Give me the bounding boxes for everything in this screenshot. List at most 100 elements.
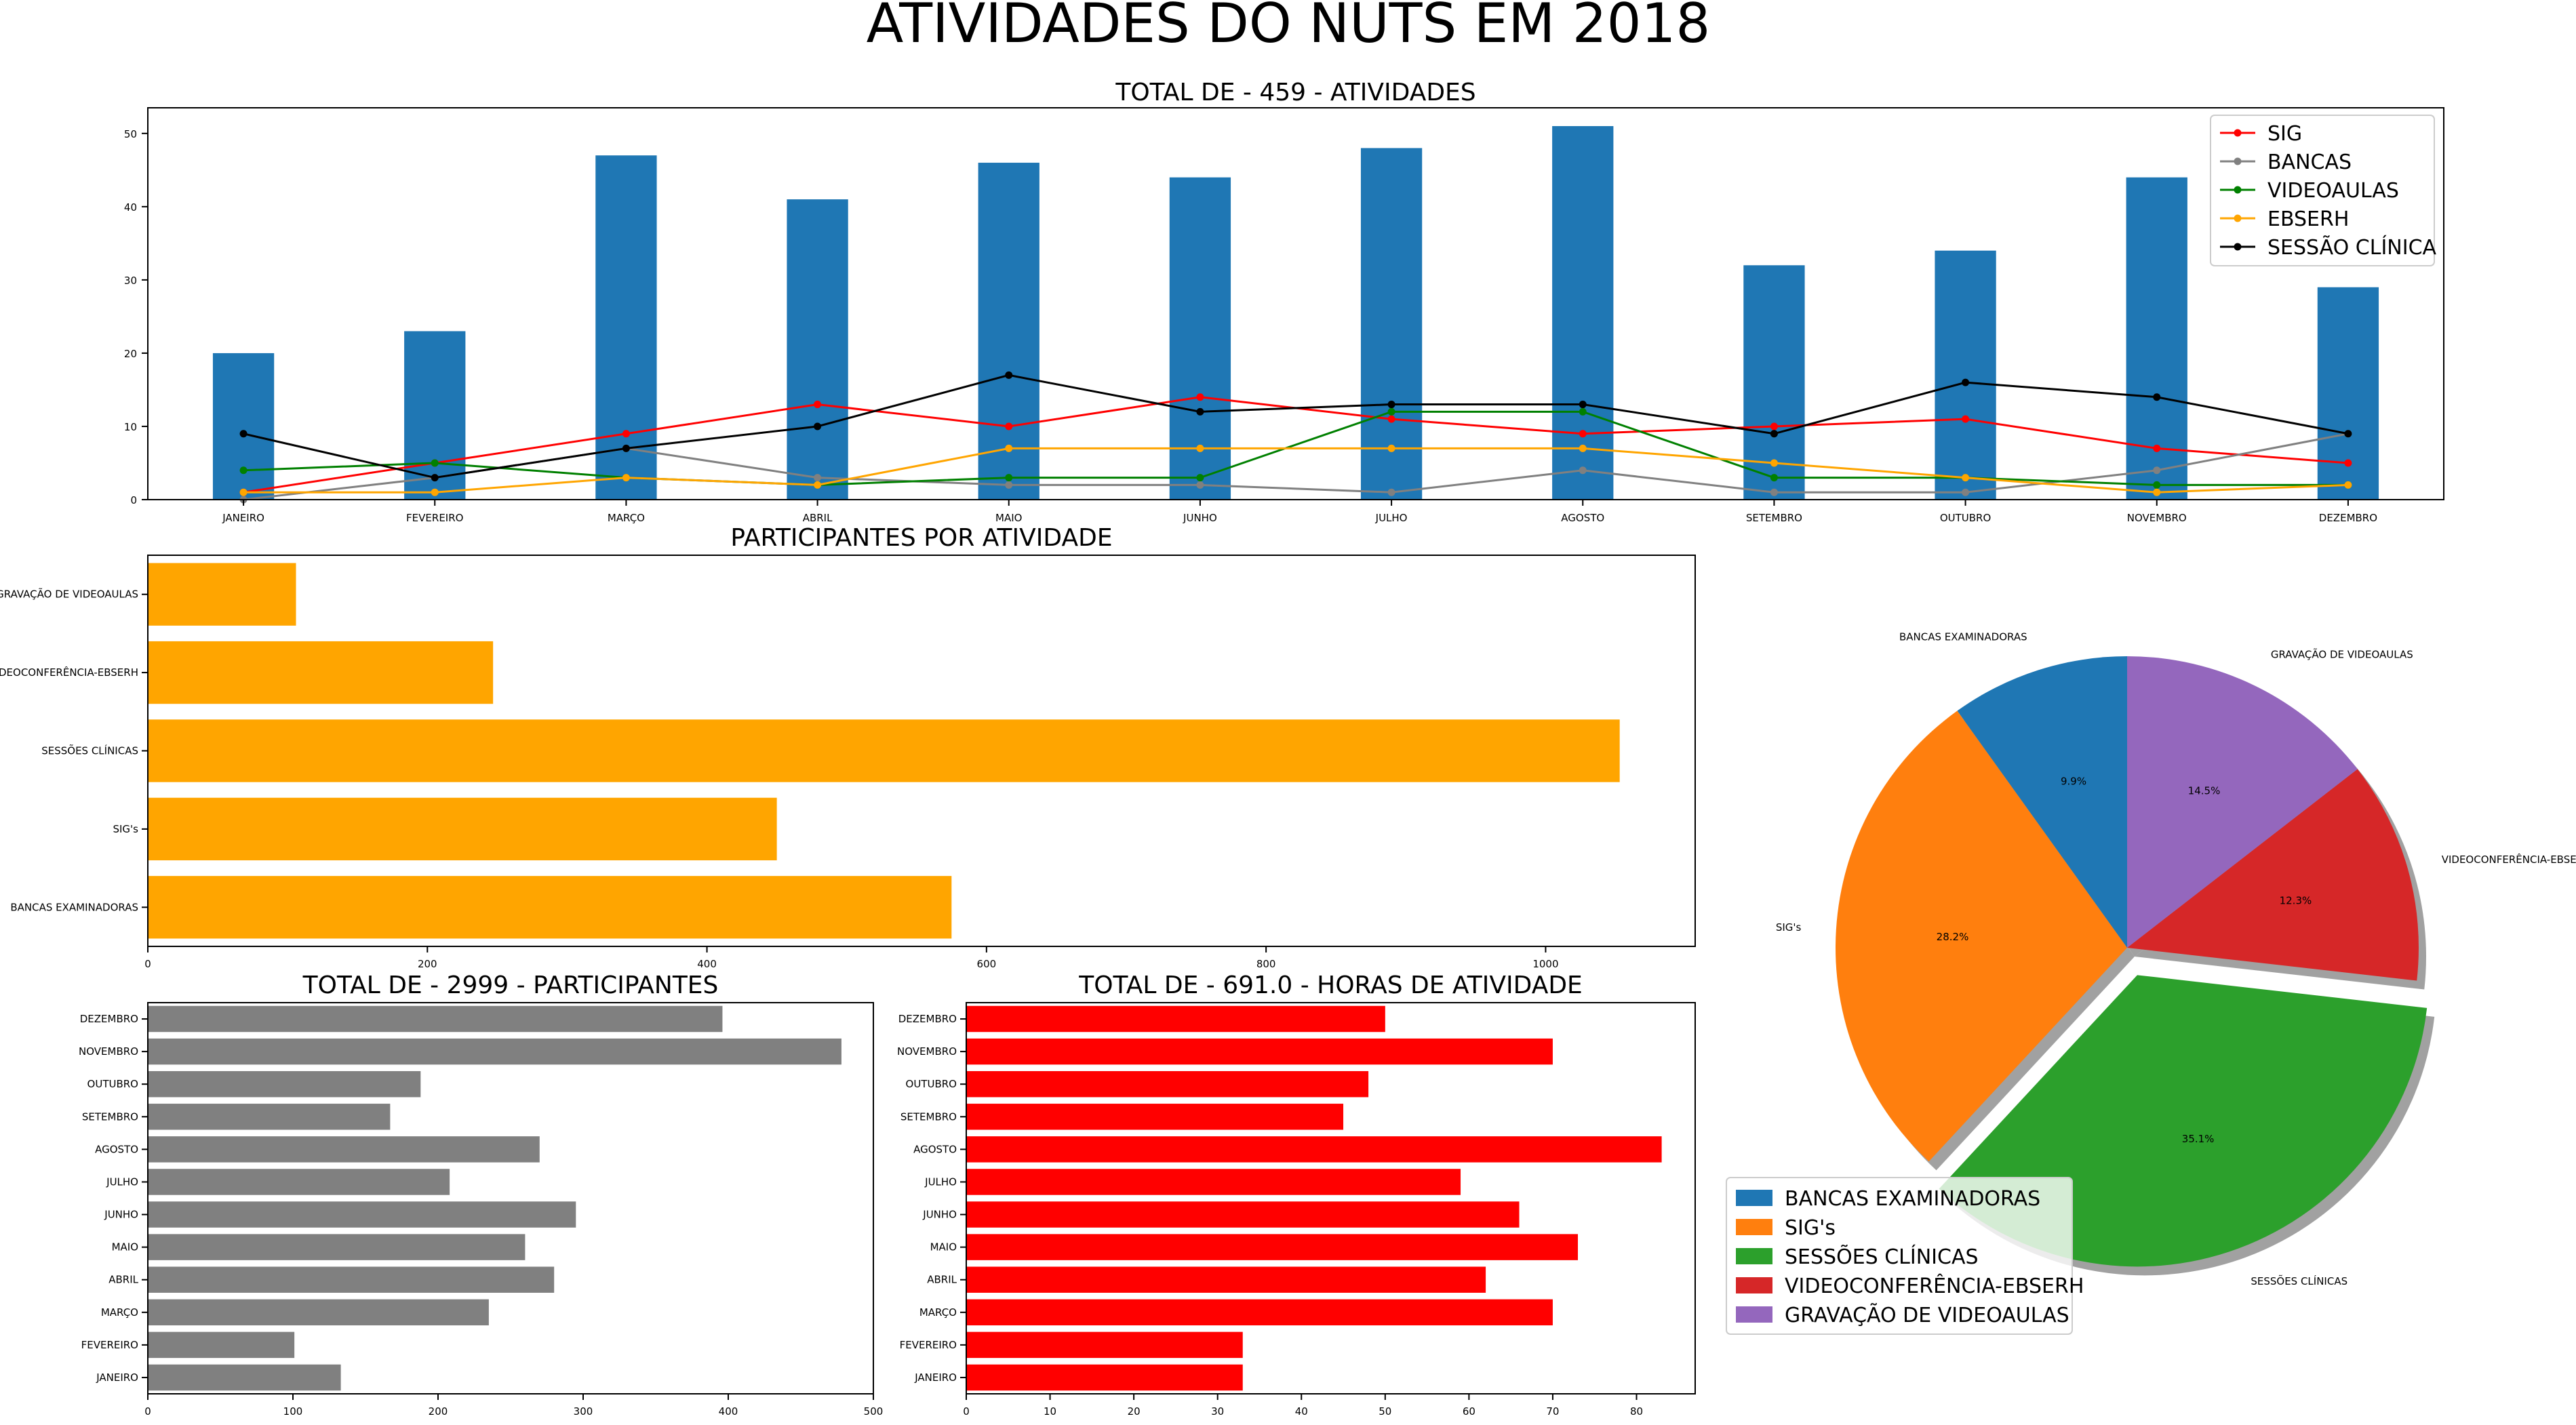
point-sessao-clinica-julho — [1387, 401, 1395, 409]
y-tick-label: JUNHO — [922, 1209, 957, 1221]
point-ebserh-janeiro — [239, 488, 247, 496]
y-tick-label: MARÇO — [919, 1306, 957, 1319]
x-tick-label: OUTUBRO — [1940, 512, 1991, 524]
x-tick-label: NOVEMBRO — [2127, 512, 2187, 524]
pie-label-sessoes-clinicas: SESSÕES CLÍNICAS — [2251, 1275, 2347, 1287]
point-sig-marco — [622, 430, 630, 438]
point-sessao-clinica-agosto — [1579, 401, 1587, 409]
bar-agosto — [1552, 126, 1614, 500]
x-tick-label: 0 — [963, 1405, 970, 1418]
point-ebserh-julho — [1387, 444, 1395, 452]
x-tick-label: 300 — [574, 1405, 593, 1418]
x-tick-label: ABRIL — [803, 512, 833, 524]
point-sessao-clinica-junho — [1196, 407, 1204, 416]
point-sessao-clinica-janeiro — [239, 430, 247, 438]
y-tick-label: NOVEMBRO — [897, 1045, 957, 1058]
bar-julho — [966, 1169, 1461, 1195]
bar-sig-s — [148, 797, 777, 861]
y-tick-label: ABRIL — [927, 1274, 957, 1286]
point-videoaulas-julho — [1387, 407, 1395, 416]
point-sessao-clinica-abril — [814, 422, 822, 430]
x-tick-label: 80 — [1630, 1405, 1643, 1418]
legend-marker-sig — [2234, 129, 2242, 137]
x-tick-label: JANEIRO — [222, 512, 264, 524]
point-sig-outubro — [1962, 415, 1970, 423]
point-ebserh-outubro — [1962, 474, 1970, 482]
bar-dezembro — [148, 1005, 723, 1032]
y-tick-label: BANCAS EXAMINADORAS — [10, 901, 138, 913]
point-bancas-abril — [814, 474, 822, 482]
x-tick-label: 40 — [1295, 1405, 1308, 1418]
point-bancas-novembro — [2153, 466, 2161, 475]
x-tick-label: JUNHO — [1183, 512, 1217, 524]
x-tick-label: 1000 — [1532, 958, 1558, 970]
legend-label-bancas-examinadoras: BANCAS EXAMINADORAS — [1785, 1187, 2040, 1211]
legend-marker-sessao-clinica — [2234, 243, 2242, 251]
point-sessao-clinica-dezembro — [2344, 430, 2352, 438]
bar-dezembro — [2317, 287, 2379, 500]
bar-julho — [1360, 148, 1423, 500]
y-tick-label: JANEIRO — [914, 1371, 957, 1384]
x-tick-label: 500 — [864, 1405, 884, 1418]
point-sessao-clinica-maio — [1005, 371, 1013, 379]
point-ebserh-novembro — [2153, 488, 2161, 496]
bar-janeiro — [966, 1364, 1243, 1391]
pie-pct-label-videoconferencia-ebserh: 12.3% — [2280, 894, 2312, 906]
point-sessao-clinica-novembro — [2153, 393, 2161, 401]
x-tick-label: 200 — [418, 958, 437, 970]
x-tick-label: 800 — [1256, 958, 1276, 970]
bar-setembro — [148, 1104, 391, 1130]
x-tick-label: JULHO — [1375, 512, 1408, 524]
legend-label-sessao-clinica: SESSÃO CLÍNICA — [2267, 235, 2437, 260]
bar-novembro — [148, 1038, 841, 1065]
legend-label-gravacao-de-videoaulas: GRAVAÇÃO DE VIDEOAULAS — [1785, 1303, 2069, 1327]
activity-share-pie-chart: 9.9% BANCAS EXAMINADORAS 28.2% SIG's 35.1% SE… — [1726, 631, 2576, 1335]
x-tick-label: 400 — [719, 1405, 738, 1418]
pie-label-gravacao-de-videoaulas: GRAVAÇÃO DE VIDEOAULAS — [2271, 648, 2413, 661]
point-videoaulas-maio — [1005, 474, 1013, 482]
pie-pct-label-sessoes-clinicas: 35.1% — [2182, 1133, 2215, 1145]
point-videoaulas-junho — [1196, 474, 1204, 482]
bar-junho — [148, 1201, 576, 1228]
bar-marco — [148, 1299, 489, 1326]
bar-agosto — [148, 1136, 540, 1163]
legend-swatch-videoconferencia-ebserh — [1736, 1277, 1772, 1293]
legend-label-videoaulas: VIDEOAULAS — [2267, 179, 2399, 203]
y-tick-label: GRAVAÇÃO DE VIDEOAULAS — [0, 588, 138, 601]
y-tick-label: ABRIL — [108, 1274, 138, 1286]
point-bancas-outubro — [1962, 488, 1970, 496]
y-tick-label: 50 — [124, 128, 137, 140]
y-tick-label: VIDEOCONFERÊNCIA-EBSERH — [0, 666, 138, 679]
point-sessao-clinica-fevereiro — [431, 474, 439, 482]
x-tick-label: 50 — [1379, 1405, 1391, 1418]
x-tick-label: 400 — [697, 958, 717, 970]
point-videoaulas-novembro — [2153, 481, 2161, 489]
y-tick-label: NOVEMBRO — [79, 1045, 138, 1058]
x-tick-label: 60 — [1463, 1405, 1475, 1418]
y-tick-label: JUNHO — [104, 1209, 138, 1221]
legend-label-sig-s: SIG's — [1785, 1216, 1836, 1240]
y-tick-label: 30 — [124, 275, 137, 287]
point-sig-abril — [814, 401, 822, 409]
bar-abril — [787, 199, 848, 500]
x-tick-label: DEZEMBRO — [2319, 512, 2377, 524]
x-axis-label: QUANTIDADE DE HORAS — [1269, 1423, 1393, 1425]
point-ebserh-maio — [1005, 444, 1013, 452]
bar-fevereiro — [148, 1331, 295, 1359]
point-videoaulas-agosto — [1579, 407, 1587, 416]
bar-bancas-examinadoras — [148, 876, 952, 939]
x-tick-label: 20 — [1128, 1405, 1141, 1418]
y-tick-label: JANEIRO — [96, 1371, 138, 1384]
series-line-ebserh — [243, 447, 2348, 494]
x-tick-label: 600 — [977, 958, 997, 970]
y-tick-label: 0 — [130, 494, 137, 506]
point-bancas-setembro — [1770, 488, 1778, 496]
point-sig-maio — [1005, 422, 1013, 430]
x-tick-label: 0 — [144, 1405, 151, 1418]
pie-slice-gravacao-de-videoaulas — [2127, 656, 2358, 948]
bar-marco — [966, 1299, 1553, 1326]
y-tick-label: JULHO — [106, 1176, 138, 1188]
legend-label-videoconferencia-ebserh: VIDEOCONFERÊNCIA-EBSERH — [1785, 1274, 2084, 1298]
bar-julho — [148, 1169, 450, 1195]
